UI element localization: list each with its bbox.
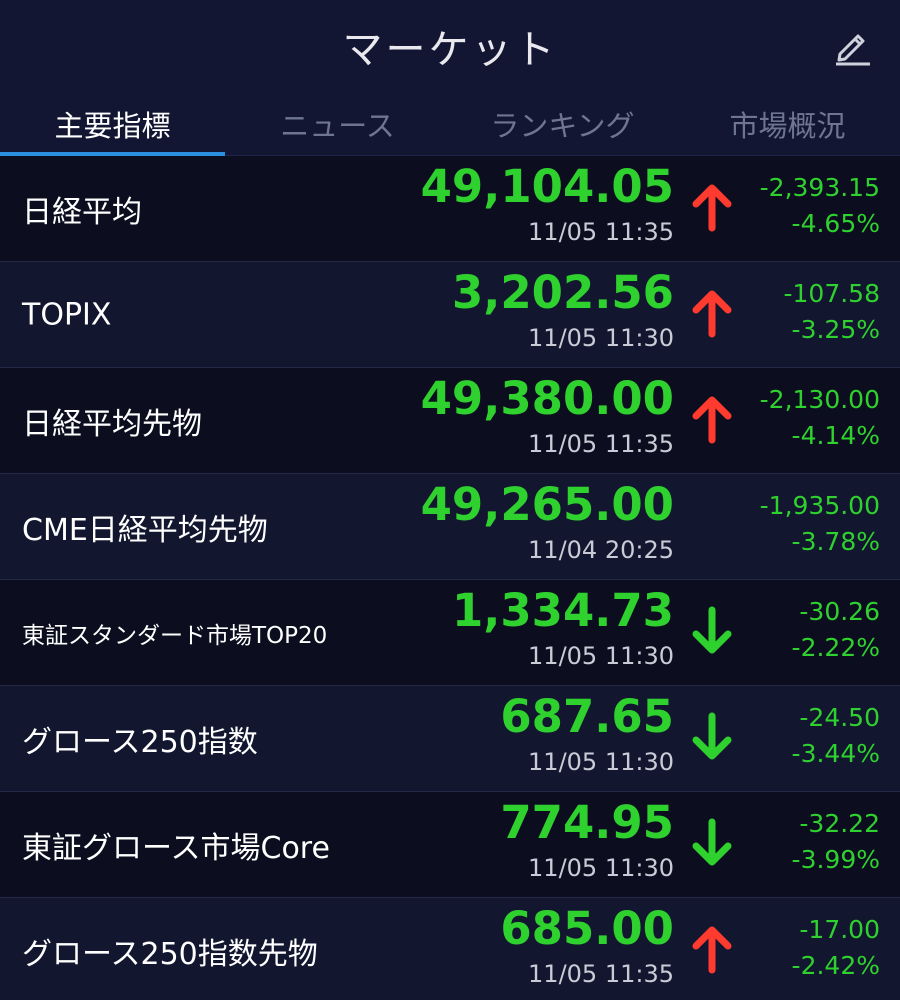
edit-button[interactable] [828,22,876,70]
arrow-down-icon [692,712,732,760]
index-name: 東証グロース市場Core [22,830,330,866]
market-row-nikkei[interactable]: 日経平均 49,104.05 11/05 11:35 -2,393.15 -4.… [0,156,900,262]
arrow-up-icon [692,290,732,338]
arrow-down-icon [692,606,732,654]
market-row-topix[interactable]: TOPIX 3,202.56 11/05 11:30 -107.58 -3.25… [0,262,900,368]
update-time: 11/05 11:35 [528,960,674,988]
market-row-cme-nikkei-futures[interactable]: CME日経平均先物 49,265.00 11/04 20:25 -1,935.0… [0,474,900,580]
index-price: 49,380.00 [420,372,674,425]
index-price: 685.00 [500,902,674,955]
change-amount: -107.58 [783,279,881,308]
tab-news[interactable]: ニュース [280,108,395,143]
market-row-nikkei-futures[interactable]: 日経平均先物 49,380.00 11/05 11:35 -2,130.00 -… [0,368,900,474]
market-list: 日経平均 49,104.05 11/05 11:35 -2,393.15 -4.… [0,156,900,1000]
index-price: 774.95 [500,796,674,849]
change-amount: -30.26 [799,597,880,626]
market-row-growth-250-futures[interactable]: グロース250指数先物 685.00 11/05 11:35 -17.00 -2… [0,898,900,1000]
index-name: CME日経平均先物 [22,512,268,548]
change-amount: -32.22 [799,809,880,838]
pencil-icon [836,34,870,66]
change-values: -32.22 -3.99% [792,806,880,878]
index-name: 日経平均 [22,194,142,230]
change-amount: -1,935.00 [759,491,880,520]
arrow-up-icon [692,396,732,444]
market-row-growth-250[interactable]: グロース250指数 687.65 11/05 11:30 -24.50 -3.4… [0,686,900,792]
change-amount: -2,130.00 [759,385,880,414]
change-percent: -3.78% [791,527,880,556]
update-time: 11/04 20:25 [528,536,674,564]
market-row-tse-growth-core[interactable]: 東証グロース市場Core 774.95 11/05 11:30 -32.22 -… [0,792,900,898]
update-time: 11/05 11:30 [528,324,674,352]
index-name: グロース250指数 [22,724,258,760]
update-time: 11/05 11:30 [528,642,674,670]
index-price: 3,202.56 [451,266,674,319]
index-price: 49,265.00 [420,478,674,531]
change-amount: -24.50 [799,703,880,732]
index-price: 1,334.73 [451,584,674,637]
index-price: 687.65 [500,690,674,743]
change-percent: -3.99% [791,845,880,874]
change-values: -107.58 -3.25% [784,276,881,348]
tab-bar: 主要指標 ニュース ランキング 市場概況 [0,92,900,156]
index-name: 東証スタンダード市場TOP20 [22,622,328,649]
market-row-tse-standard-top20[interactable]: 東証スタンダード市場TOP20 1,334.73 11/05 11:30 -30… [0,580,900,686]
change-amount: -2,393.15 [759,173,880,202]
change-values: -17.00 -2.42% [792,912,880,984]
app-header: マーケット [0,0,900,92]
change-percent: -3.25% [791,315,880,344]
change-percent: -3.44% [791,739,880,768]
update-time: 11/05 11:35 [528,430,674,458]
arrow-up-icon [692,184,732,232]
change-values: -2,393.15 -4.65% [760,170,880,242]
index-name: グロース250指数先物 [22,936,318,972]
index-name: TOPIX [22,297,112,332]
update-time: 11/05 11:35 [528,218,674,246]
change-percent: -2.22% [791,633,880,662]
tab-market-overview[interactable]: 市場概況 [729,108,846,143]
change-percent: -4.14% [791,421,880,450]
change-values: -30.26 -2.22% [792,594,880,666]
change-values: -2,130.00 -4.14% [760,382,880,454]
tab-ranking[interactable]: ランキング [490,108,635,143]
page-title: マーケット [342,27,558,73]
arrow-down-icon [692,818,732,866]
change-percent: -2.42% [791,951,880,980]
arrow-up-icon [692,926,732,974]
change-percent: -4.65% [791,209,880,238]
index-name: 日経平均先物 [22,406,202,442]
update-time: 11/05 11:30 [528,748,674,776]
tab-main-indicators[interactable]: 主要指標 [0,92,225,156]
change-values: -24.50 -3.44% [792,700,880,772]
change-values: -1,935.00 -3.78% [760,488,880,560]
index-price: 49,104.05 [420,160,674,213]
change-amount: -17.00 [799,915,880,944]
update-time: 11/05 11:30 [528,854,674,882]
